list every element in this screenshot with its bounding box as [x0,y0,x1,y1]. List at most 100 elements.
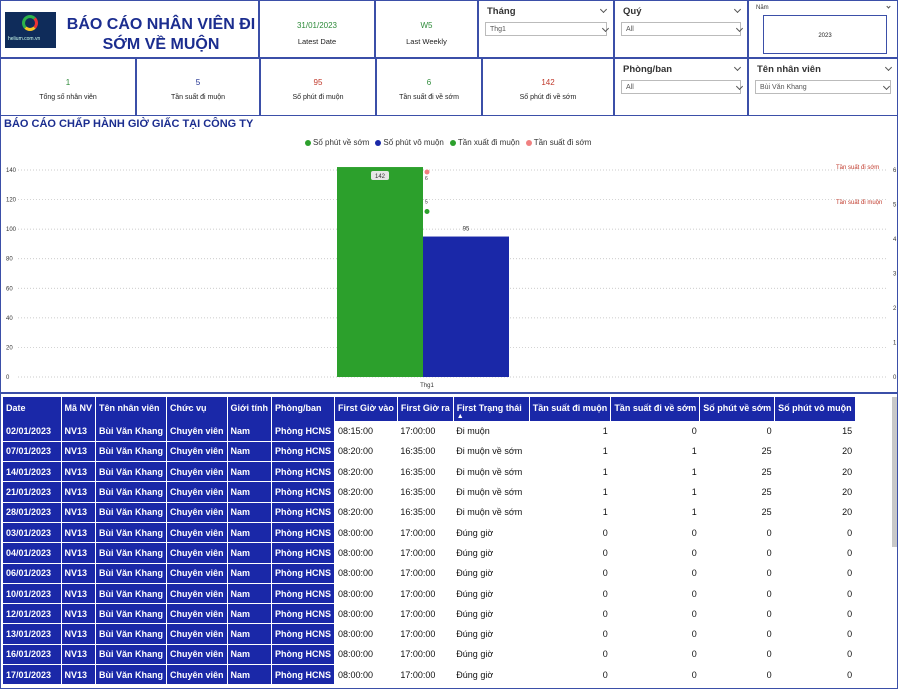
table-cell: NV13 [61,421,97,442]
table-cell: Nam [227,542,272,564]
header-panel: helium.com.vn BÁO CÁO NHÂN VIÊN ĐI SỚM V… [0,0,259,58]
data-label: 5 [425,200,428,206]
table-cell: 1 [691,507,697,518]
column-header[interactable]: First Giờ ra [397,397,454,421]
table-cell: Nam [227,481,272,503]
table-row[interactable]: 28/01/2023 NV13 Bùi Văn Khang Chuyên viên Na… [3,502,855,523]
chevron-down-icon[interactable] [733,63,742,72]
chevron-down-icon[interactable] [886,4,891,9]
table-cell: Chuyên viên [166,542,228,564]
legend-item[interactable]: Tần suất đi sớm [525,138,592,147]
table-cell: 0 [691,608,697,619]
slicer-nhanvien-dropdown[interactable]: Bùi Văn Khang [755,80,891,94]
legend-item[interactable]: Tần xuất đi muộn [449,138,520,147]
table-cell: NV13 [61,461,97,483]
table-cell: 0 [691,547,697,558]
chevron-down-icon[interactable] [733,5,742,14]
kpi-card: 95 Số phút đi muộn [260,58,376,116]
table-cell: 17:00:00 [400,669,436,680]
table-cell: 08:00:00 [337,547,373,558]
bar-so-phut-ve-som[interactable] [337,167,423,377]
logo: helium.com.vn [5,12,56,48]
table-cell: Phòng HCNS [271,623,335,645]
table-row[interactable]: 04/01/2023 NV13 Bùi Văn Khang Chuyên viên Na… [3,542,855,564]
column-header[interactable]: Tên nhân viên [95,397,168,421]
y2-tick-label: 2 [893,306,897,312]
column-header[interactable]: Date [3,397,62,421]
slicer-thang-dropdown[interactable]: Thg1 [485,22,610,36]
column-header[interactable]: Mã NV [61,397,97,421]
column-header[interactable]: First Trạng thái ▲ [453,397,530,421]
column-header[interactable]: Số phút vô muộn [774,397,856,421]
slicer-quy-dropdown[interactable]: All [621,22,744,36]
chevron-down-icon[interactable] [599,5,608,14]
table-cell: Nam [227,461,272,483]
table-row[interactable]: 10/01/2023 NV13 Bùi Văn Khang Chuyên viên Na… [3,583,855,605]
column-header-label: First Trạng thái [456,403,522,413]
last-weekly-label: Last Weekly [406,37,447,46]
table-cell: 08:00:00 [337,649,373,660]
legend-item[interactable]: Số phút về sớm [305,138,369,147]
table-scrollbar[interactable] [892,397,897,547]
table-cell: Bùi Văn Khang [95,664,168,686]
table-cell: 08:00:00 [337,527,373,538]
legend-item[interactable]: Số phút vô muộn [375,138,444,147]
table-row[interactable]: 14/01/2023 NV13 Bùi Văn Khang Chuyên viên Na… [3,461,855,483]
table-cell: Chuyên viên [166,583,228,605]
table-cell: Nam [227,522,272,544]
table-row[interactable]: 06/01/2023 NV13 Bùi Văn Khang Chuyên viên Na… [3,563,855,584]
table-row[interactable]: 13/01/2023 NV13 Bùi Văn Khang Chuyên viên Na… [3,623,855,645]
table-cell: Chuyên viên [166,522,228,544]
data-label: 6 [425,176,428,182]
table-cell: 06/01/2023 [3,563,62,584]
table-cell: Bùi Văn Khang [95,441,168,463]
table-cell: NV13 [61,644,97,666]
point-tan-suat-di-som[interactable] [424,169,430,175]
slicer-nam-value[interactable]: 2023 [763,15,887,54]
table-cell: Bùi Văn Khang [95,583,168,605]
table-cell: Phòng HCNS [271,603,335,625]
table-cell: Đi muộn về sớm [456,507,523,518]
kpi-value: 142 [541,78,555,87]
table-cell: 1 [691,446,697,457]
table-row[interactable]: 12/01/2023 NV13 Bùi Văn Khang Chuyên viên Na… [3,603,855,625]
column-header[interactable]: Tần suất đi muộn [529,397,612,421]
table-cell: 16:35:00 [400,446,436,457]
column-header-label: Date [6,403,26,413]
table-cell: 1 [602,446,608,457]
bar-so-phut-vo-muon[interactable] [423,236,509,377]
point-tan-xuat-di-muon[interactable] [424,209,430,214]
table-cell: Đi muộn về sớm [456,466,523,477]
slicer-nam: Năm 2023 [748,0,898,58]
column-header[interactable]: Chức vụ [166,397,228,421]
table-row[interactable]: 16/01/2023 NV13 Bùi Văn Khang Chuyên viên Na… [3,644,855,666]
table-cell: Nam [227,563,272,584]
column-header[interactable]: Giới tính [227,397,272,421]
kpi-label: Số phút đi muộn [292,94,344,101]
table-cell: 08:15:00 [337,426,373,437]
table-cell: Phòng HCNS [271,441,335,463]
table-cell: Chuyên viên [166,481,228,503]
table-cell: 28/01/2023 [3,502,62,523]
column-header[interactable]: Tần suất đi về sớm [610,397,701,421]
slicer-phongban-dropdown[interactable]: All [621,80,744,94]
chevron-down-icon[interactable] [884,63,893,72]
table-cell: Bùi Văn Khang [95,502,168,523]
table-row[interactable]: 03/01/2023 NV13 Bùi Văn Khang Chuyên viên Na… [3,522,855,544]
column-header[interactable]: Phòng/ban [271,397,335,421]
chevron-down-icon [735,82,744,91]
sort-ascending-icon[interactable]: ▲ [456,413,464,420]
legend-label: Tần suất đi sớm [533,138,592,147]
table-row[interactable]: 21/01/2023 NV13 Bùi Văn Khang Chuyên viên Na… [3,481,855,503]
table-row[interactable]: 17/01/2023 NV13 Bùi Văn Khang Chuyên viên Na… [3,664,855,686]
table-cell: 14/01/2023 [3,461,62,483]
table-cell: 1 [602,426,608,437]
column-header-label: First Giờ ra [400,403,450,413]
table-cell: 0 [847,527,853,538]
table-cell: Phòng HCNS [271,644,335,666]
table-row[interactable]: 07/01/2023 NV13 Bùi Văn Khang Chuyên viên Na… [3,441,855,463]
column-header[interactable]: Số phút về sớm [699,397,776,421]
column-header[interactable]: First Giờ vào [334,397,398,421]
y-tick-label: 20 [6,345,13,351]
table-row[interactable]: 02/01/2023 NV13 Bùi Văn Khang Chuyên viên Na… [3,421,855,442]
